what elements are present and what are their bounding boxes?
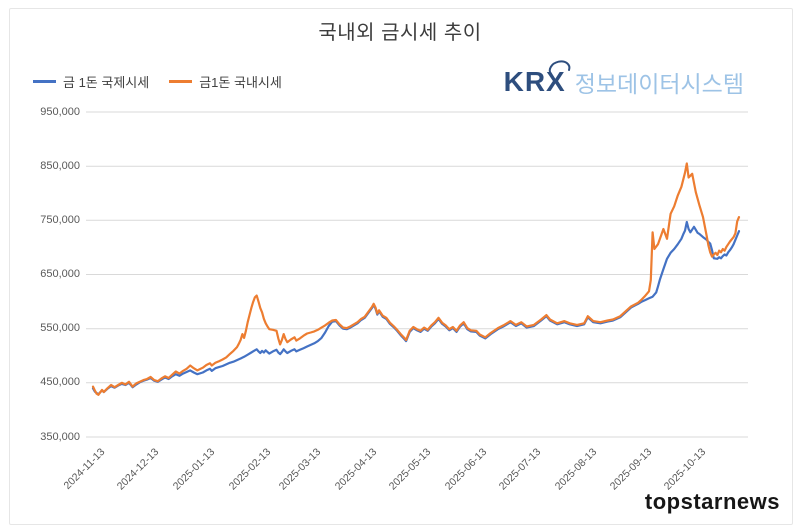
krx-logo-brand: KRX: [503, 59, 571, 97]
page-title: 국내외 금시세 추이: [318, 22, 482, 44]
krx-swoosh-icon: [548, 59, 571, 75]
chart-legend: 금 1돈 국제시세 금1돈 국내시세: [33, 72, 282, 91]
blue-line-swatch-icon: [33, 80, 56, 83]
international-price-line: [91, 220, 741, 396]
legend-item-domestic: 금1돈 국내시세: [169, 72, 282, 91]
legend-label-international: 금 1돈 국제시세: [63, 75, 150, 90]
y-axis-tick-label: 550,000: [40, 322, 80, 335]
krx-logo: KRX 정보데이터시스템: [503, 59, 744, 99]
y-axis-tick-label: 750,000: [40, 213, 80, 226]
orange-line-swatch-icon: [169, 80, 193, 83]
y-axis-tick-label: 350,000: [40, 430, 80, 443]
y-axis-tick-label: 950,000: [40, 105, 80, 118]
domestic-price-line: [91, 162, 741, 396]
legend-label-domestic: 금1돈 국내시세: [199, 75, 282, 90]
legend-item-international: 금 1돈 국제시세: [33, 72, 149, 91]
krx-logo-subtitle: 정보데이터시스템: [574, 71, 744, 97]
watermark-text: topstarnews: [644, 489, 780, 514]
y-axis-tick-label: 450,000: [40, 376, 80, 389]
y-axis-tick-label: 650,000: [40, 268, 80, 280]
y-axis-tick-label: 850,000: [40, 159, 80, 172]
krx-logo-text: KRX: [503, 65, 566, 97]
